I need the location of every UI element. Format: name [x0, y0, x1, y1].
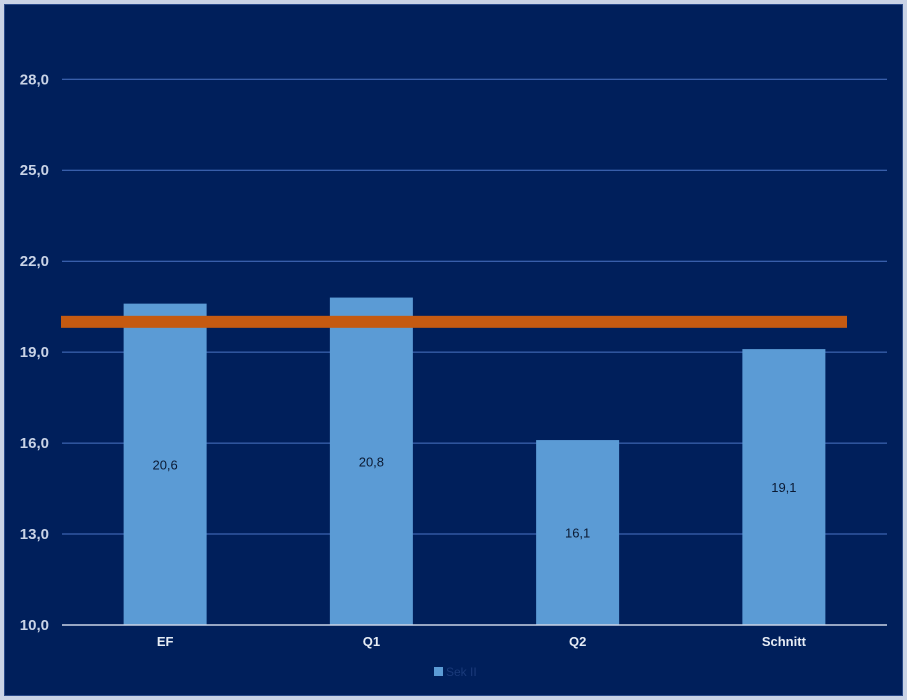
data-label: 19,1 [771, 480, 796, 495]
bars [123, 297, 826, 625]
y-axis-ticks: 10,0 13,0 16,0 19,0 22,0 25,0 28,0 [20, 71, 49, 634]
legend-swatch [434, 667, 443, 676]
category-label: Q1 [363, 634, 380, 649]
data-label: 20,8 [359, 454, 384, 469]
y-tick-label: 16,0 [20, 435, 49, 452]
legend: Sek II [434, 665, 477, 679]
legend-label: Sek II [446, 665, 477, 679]
data-label: 20,6 [152, 457, 177, 472]
data-label: 16,1 [565, 526, 590, 541]
bar [329, 297, 413, 625]
y-tick-label: 10,0 [20, 617, 49, 634]
category-label: Q2 [569, 634, 586, 649]
y-tick-label: 28,0 [20, 71, 49, 88]
bar [123, 303, 207, 625]
bar [742, 349, 826, 625]
category-labels: EF Q1 Q2 Schnitt [157, 634, 807, 649]
category-label: EF [157, 634, 174, 649]
bar [536, 440, 620, 625]
y-tick-label: 25,0 [20, 162, 49, 179]
category-label: Schnitt [762, 634, 807, 649]
reference-line [61, 315, 847, 328]
bar-chart: 10,0 13,0 16,0 19,0 22,0 25,0 28,0 20,6 20,8 16,… [20, 71, 887, 679]
y-tick-label: 22,0 [20, 253, 49, 270]
reference-line-group [61, 315, 847, 328]
data-labels: 20,6 20,8 16,1 19,1 [152, 454, 796, 540]
y-tick-label: 19,0 [20, 344, 49, 361]
y-tick-label: 13,0 [20, 526, 49, 543]
